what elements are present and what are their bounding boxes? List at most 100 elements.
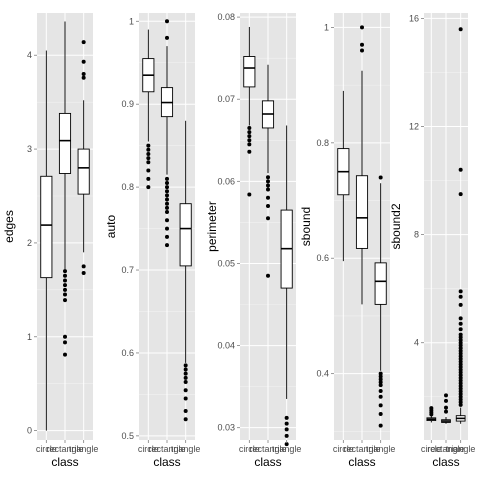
outlier-point xyxy=(458,321,463,326)
outlier-point xyxy=(284,421,289,426)
box-triangle xyxy=(280,125,293,447)
box-circle xyxy=(337,90,350,262)
outlier-point xyxy=(429,406,434,411)
outlier-point xyxy=(183,408,188,413)
x-tick-label: triangle xyxy=(272,444,302,454)
outlier-point xyxy=(81,75,86,80)
outlier-point xyxy=(247,130,252,135)
box-iqr xyxy=(40,175,53,279)
outlier-point xyxy=(266,183,270,188)
y-tick-label: 0.08 xyxy=(217,12,235,22)
y-tick-label: 0.04 xyxy=(217,341,235,351)
facet-perimeter: 0.03 0.04 0.05 0.06 0.07 0.08 circlerectanglet… xyxy=(205,12,301,469)
y-tick-label: 0.05 xyxy=(217,258,235,268)
x-tick-label: rectangle xyxy=(46,444,83,454)
outlier-point xyxy=(266,273,270,278)
y-tick-label: 0.9 xyxy=(121,99,134,109)
outlier-point xyxy=(378,412,383,417)
x-tick-label: rectangle xyxy=(148,444,185,454)
outlier-point xyxy=(266,203,270,208)
outlier-point xyxy=(247,192,252,197)
y-tick-label: 1 xyxy=(27,332,32,342)
y-axis-title: sbound2 xyxy=(389,203,403,249)
outlier-point xyxy=(458,316,463,321)
box-iqr xyxy=(243,56,256,88)
outlier-point xyxy=(81,59,86,64)
x-axis-title: class xyxy=(51,455,78,469)
box-iqr xyxy=(374,262,387,305)
box-iqr xyxy=(355,175,369,249)
x-tick-label: circle xyxy=(421,444,442,454)
outlier-point xyxy=(284,415,289,420)
x-tick-label: rectangle xyxy=(249,444,286,454)
outlier-point xyxy=(63,283,67,288)
box-rectangle xyxy=(160,19,174,248)
outlier-point xyxy=(165,180,169,185)
x-tick-label: triangle xyxy=(171,444,201,454)
x-tick-label: triangle xyxy=(69,444,99,454)
y-tick-label: 0.03 xyxy=(217,423,235,433)
y-axis-title: sbound xyxy=(299,207,313,246)
box-rectangle xyxy=(261,64,275,278)
outlier-point xyxy=(63,352,67,357)
outlier-point xyxy=(247,149,252,154)
outlier-point xyxy=(444,405,448,410)
outlier-point xyxy=(146,168,151,173)
outlier-point xyxy=(284,442,289,447)
x-tick-label: triangle xyxy=(446,444,476,454)
outlier-point xyxy=(378,380,383,385)
y-tick-label: 4 xyxy=(414,338,419,348)
outlier-point xyxy=(183,379,188,384)
box-triangle xyxy=(455,27,466,424)
outlier-point xyxy=(458,27,463,32)
box-triangle xyxy=(77,40,90,275)
outlier-point xyxy=(146,151,151,156)
y-tick-label: 8 xyxy=(414,230,419,240)
outlier-point xyxy=(247,142,252,147)
outlier-point xyxy=(360,48,364,53)
x-tick-label: rectangle xyxy=(427,444,464,454)
x-axis-title: class xyxy=(254,455,281,469)
outlier-point xyxy=(165,226,169,231)
outlier-point xyxy=(247,134,252,139)
outlier-point xyxy=(146,147,151,152)
box-circle xyxy=(142,29,155,190)
outlier-point xyxy=(183,396,188,401)
outlier-point xyxy=(63,292,67,297)
outlier-point xyxy=(165,205,169,210)
facet-auto: 0.5 0.6 0.7 0.8 0.9 1 circlerectangletrianglec… xyxy=(104,13,200,469)
outlier-point xyxy=(63,340,67,345)
box-triangle xyxy=(179,120,192,422)
outlier-point xyxy=(81,40,86,45)
outlier-point xyxy=(378,423,383,428)
outlier-point xyxy=(165,19,169,24)
outlier-point xyxy=(266,175,270,180)
outlier-point xyxy=(378,374,383,379)
box-circle xyxy=(40,50,53,431)
outlier-point xyxy=(183,367,188,372)
outlier-point xyxy=(63,269,67,274)
x-axis-title: class xyxy=(153,455,180,469)
outlier-point xyxy=(146,185,151,190)
outlier-point xyxy=(165,185,169,190)
y-tick-label: 16 xyxy=(409,13,419,23)
y-tick-label: 0.8 xyxy=(121,182,134,192)
x-tick-label: rectangle xyxy=(343,444,380,454)
outlier-point xyxy=(360,25,364,30)
outlier-point xyxy=(378,175,383,180)
outlier-point xyxy=(81,72,86,76)
outlier-point xyxy=(458,289,463,294)
outlier-point xyxy=(458,332,463,337)
outlier-point xyxy=(165,197,169,202)
box-triangle xyxy=(374,175,387,428)
outlier-point xyxy=(63,287,67,292)
y-tick-label: 0.7 xyxy=(121,265,134,275)
outlier-point xyxy=(183,363,188,368)
outlier-point xyxy=(165,193,169,198)
outlier-point xyxy=(378,388,383,393)
outlier-point xyxy=(266,195,270,200)
outlier-point xyxy=(360,42,364,47)
